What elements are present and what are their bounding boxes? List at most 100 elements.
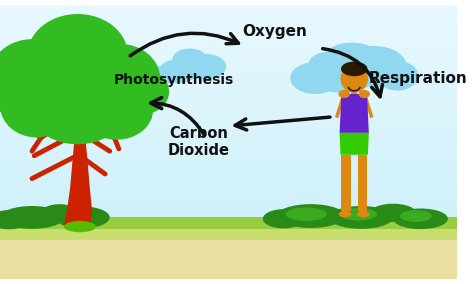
Bar [0,160,457,165]
Polygon shape [364,96,374,118]
Bar [0,270,457,275]
Bar [0,218,457,229]
Ellipse shape [80,80,153,140]
Circle shape [340,65,368,93]
Bar [0,23,457,28]
Ellipse shape [78,44,160,112]
Bar [0,142,457,147]
Ellipse shape [0,69,41,114]
Bar [0,156,457,160]
Ellipse shape [338,211,351,218]
Bar [0,74,457,78]
Ellipse shape [377,61,418,91]
Ellipse shape [0,39,73,108]
Ellipse shape [343,46,407,87]
Bar [0,229,457,233]
Bar [0,261,457,266]
Ellipse shape [159,59,198,83]
Bar [0,201,457,206]
Bar [0,233,457,238]
Bar [0,41,457,46]
Polygon shape [339,133,369,155]
Bar [0,114,457,119]
Ellipse shape [55,206,109,228]
Ellipse shape [263,209,304,228]
Bar [0,220,457,240]
Bar [0,46,457,51]
Ellipse shape [185,54,226,79]
Text: Photosynthesis: Photosynthesis [114,73,234,87]
Bar [0,133,457,137]
Ellipse shape [325,43,379,72]
Bar [0,87,457,92]
Ellipse shape [36,94,119,144]
Ellipse shape [340,208,377,221]
Bar [0,55,457,60]
Polygon shape [358,155,367,210]
Bar [0,238,457,243]
Bar [0,60,457,64]
Bar [0,147,457,151]
Ellipse shape [145,66,175,85]
Bar [0,92,457,96]
Polygon shape [341,155,351,210]
Ellipse shape [41,204,78,222]
Bar [0,243,457,247]
Ellipse shape [338,90,350,98]
Bar [0,231,457,279]
Bar [0,78,457,83]
Ellipse shape [18,41,137,133]
Ellipse shape [276,204,345,228]
Polygon shape [339,94,369,133]
Bar [0,101,457,105]
Bar [0,151,457,156]
Bar [0,110,457,114]
Ellipse shape [27,14,128,96]
Ellipse shape [173,49,207,69]
Bar [0,197,457,201]
Ellipse shape [357,211,370,218]
Ellipse shape [309,54,377,93]
Bar [0,18,457,23]
Ellipse shape [400,210,432,222]
Bar [0,275,457,279]
Bar [0,247,457,252]
Ellipse shape [341,62,367,76]
Bar [0,188,457,192]
Bar [0,69,457,74]
Polygon shape [74,96,86,229]
Bar [0,128,457,133]
Bar [0,119,457,124]
Bar [0,220,457,224]
Ellipse shape [329,206,393,229]
Bar [0,9,457,14]
Bar [0,252,457,256]
Bar [0,183,457,188]
Bar [0,224,457,229]
Bar [0,64,457,69]
Ellipse shape [286,207,327,221]
Bar [0,170,457,174]
Bar [0,210,457,215]
Ellipse shape [309,52,350,77]
Bar [0,96,457,101]
Polygon shape [335,96,344,118]
Ellipse shape [114,69,169,114]
Ellipse shape [0,210,30,229]
Bar [0,215,457,220]
Bar [351,89,357,94]
Text: Carbon
Dioxide: Carbon Dioxide [168,126,230,158]
Bar [0,165,457,170]
Ellipse shape [393,208,448,229]
Bar [0,124,457,128]
Bar [0,5,457,9]
Text: Oxygen: Oxygen [242,24,307,39]
Ellipse shape [0,206,64,229]
Bar [0,266,457,270]
Bar [0,256,457,261]
Ellipse shape [358,90,370,98]
Ellipse shape [370,204,416,222]
Ellipse shape [0,74,73,137]
Bar [0,206,457,210]
Bar [0,14,457,18]
